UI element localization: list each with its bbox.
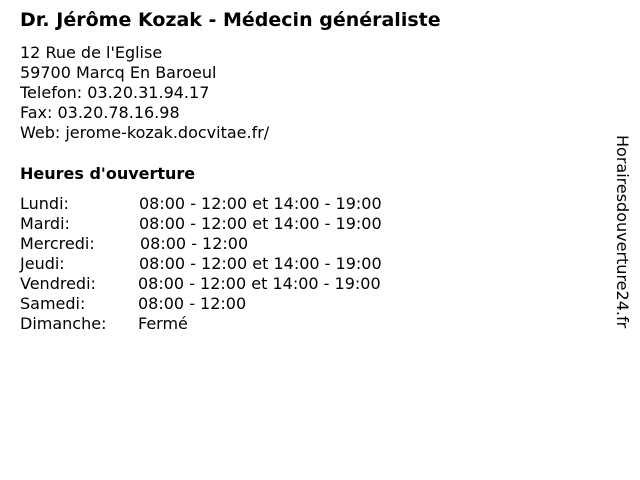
time-value: 08:00 - 12:00 — [140, 234, 249, 253]
page-title: Dr. Jérôme Kozak - Médecin généraliste — [20, 9, 441, 31]
side-brand-watermark: Horairesdouverture24.fr — [613, 135, 632, 329]
city-address: 59700 Marcq En Baroeul — [20, 63, 217, 82]
day-label: Jeudi: — [20, 254, 65, 273]
phone-number: Telefon: 03.20.31.94.17 — [20, 83, 210, 102]
day-label: Samedi: — [20, 294, 86, 313]
time-value: 08:00 - 12:00 et 14:00 - 19:00 — [139, 254, 382, 273]
time-value: Fermé — [138, 314, 188, 333]
day-label: Dimanche: — [20, 314, 107, 333]
contact-info: 12 Rue de l'Eglise 59700 Marcq En Baroeu… — [20, 43, 269, 143]
street-address: 12 Rue de l'Eglise — [20, 43, 163, 62]
time-value: 08:00 - 12:00 et 14:00 - 19:00 — [138, 274, 381, 293]
day-label: Mercredi: — [20, 234, 95, 253]
day-label: Lundi: — [20, 194, 69, 213]
time-value: 08:00 - 12:00 — [138, 294, 247, 313]
hours-heading: Heures d'ouverture — [20, 164, 196, 183]
day-label: Vendredi: — [20, 274, 96, 293]
fax-number: Fax: 03.20.78.16.98 — [20, 103, 180, 122]
time-value: 08:00 - 12:00 et 14:00 - 19:00 — [139, 214, 382, 233]
day-label: Mardi: — [20, 214, 70, 233]
website: Web: jerome-kozak.docvitae.fr/ — [20, 123, 270, 142]
time-value: 08:00 - 12:00 et 14:00 - 19:00 — [139, 194, 382, 213]
